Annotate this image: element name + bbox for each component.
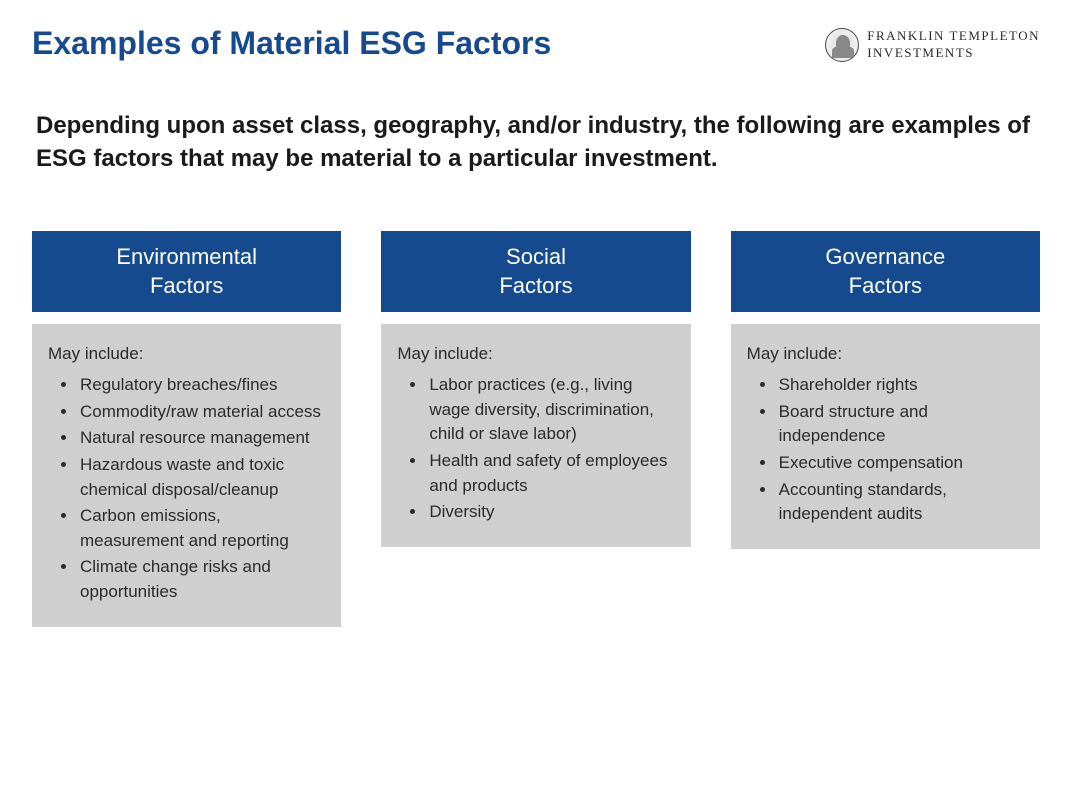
brand-text: FRANKLIN TEMPLETON INVESTMENTS (867, 28, 1040, 62)
list-item: Climate change risks and opportunities (78, 555, 325, 604)
column-lead: May include: (397, 342, 674, 367)
brand-portrait-icon (825, 28, 859, 62)
column-list: Regulatory breaches/fines Commodity/raw … (48, 373, 325, 605)
list-item: Regulatory breaches/fines (78, 373, 325, 398)
column-social: Social Factors May include: Labor practi… (381, 231, 690, 547)
column-body-social: May include: Labor practices (e.g., livi… (381, 324, 690, 546)
column-list: Labor practices (e.g., living wage diver… (397, 373, 674, 525)
column-lead: May include: (48, 342, 325, 367)
column-header-environmental: Environmental Factors (32, 231, 341, 312)
list-item: Board structure and independence (777, 400, 1024, 449)
column-list: Shareholder rights Board structure and i… (747, 373, 1024, 527)
factor-columns: Environmental Factors May include: Regul… (32, 231, 1040, 627)
list-item: Diversity (427, 500, 674, 525)
column-body-environmental: May include: Regulatory breaches/fines C… (32, 324, 341, 626)
column-environmental: Environmental Factors May include: Regul… (32, 231, 341, 627)
column-governance: Governance Factors May include: Sharehol… (731, 231, 1040, 549)
list-item: Commodity/raw material access (78, 400, 325, 425)
intro-paragraph: Depending upon asset class, geography, a… (32, 110, 1040, 175)
column-header-social: Social Factors (381, 231, 690, 312)
column-header-governance: Governance Factors (731, 231, 1040, 312)
list-item: Health and safety of employees and produ… (427, 449, 674, 498)
list-item: Carbon emissions, measurement and report… (78, 504, 325, 553)
list-item: Labor practices (e.g., living wage diver… (427, 373, 674, 447)
list-item: Shareholder rights (777, 373, 1024, 398)
list-item: Natural resource management (78, 426, 325, 451)
list-item: Executive compensation (777, 451, 1024, 476)
brand-line-1: FRANKLIN TEMPLETON (867, 28, 1040, 45)
list-item: Accounting standards, independent audits (777, 478, 1024, 527)
brand-line-2: INVESTMENTS (867, 45, 1040, 62)
page-title: Examples of Material ESG Factors (32, 24, 551, 62)
column-lead: May include: (747, 342, 1024, 367)
column-body-governance: May include: Shareholder rights Board st… (731, 324, 1040, 548)
header-row: Examples of Material ESG Factors FRANKLI… (32, 24, 1040, 62)
list-item: Hazardous waste and toxic chemical dispo… (78, 453, 325, 502)
brand-logo: FRANKLIN TEMPLETON INVESTMENTS (825, 28, 1040, 62)
